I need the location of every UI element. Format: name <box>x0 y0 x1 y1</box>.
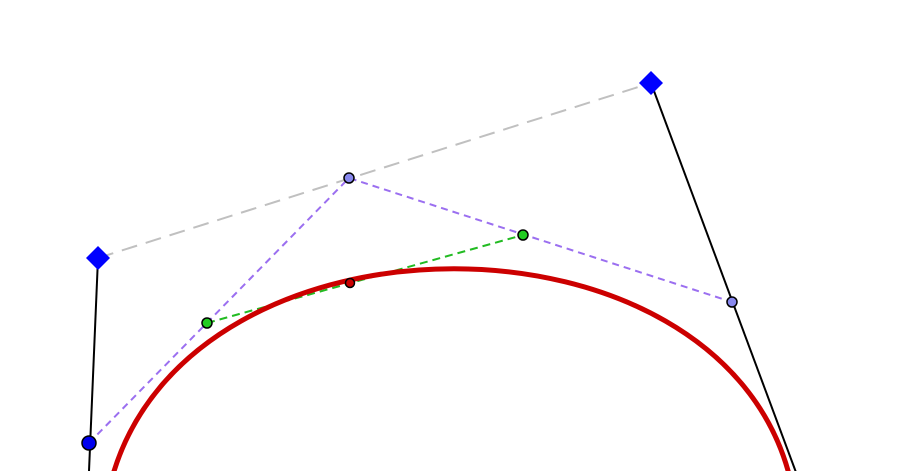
control-point <box>86 246 110 270</box>
interpolated-point <box>201 317 213 329</box>
second-level-line <box>206 234 524 324</box>
curve-point <box>344 277 356 289</box>
interpolated-point <box>726 296 738 308</box>
control-point <box>639 71 663 95</box>
control-polygon <box>97 82 652 259</box>
interpolated-point <box>343 172 355 184</box>
control-point <box>81 435 97 451</box>
handle-line <box>650 82 797 471</box>
interpolated-point <box>517 229 529 241</box>
bezier-curve <box>111 266 791 471</box>
first-level-lines <box>88 176 733 444</box>
